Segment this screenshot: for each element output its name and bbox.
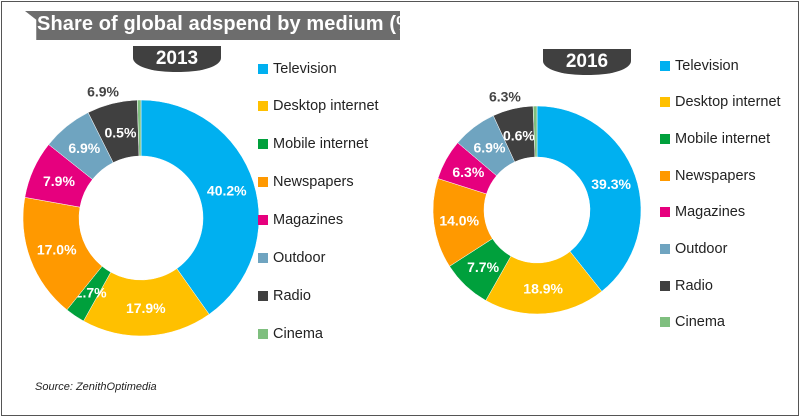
title-banner (25, 11, 400, 40)
legend-item: Outdoor (258, 250, 325, 266)
source-note: Source: ZenithOptimedia (35, 381, 157, 393)
legend-item: Magazines (660, 204, 745, 220)
legend-label: Magazines (675, 204, 746, 220)
legend-swatch (660, 97, 670, 107)
legend-item: Television (258, 61, 337, 77)
legend-label: Cinema (273, 326, 323, 342)
legend-swatch (660, 317, 670, 327)
legend-item: Television (660, 58, 739, 74)
legend-swatch (258, 215, 268, 225)
legend-item: Radio (660, 278, 713, 294)
legend-item: Desktop internet (258, 98, 379, 114)
legend-item: Cinema (660, 314, 725, 330)
legend-label: Desktop internet (675, 94, 781, 110)
legend-swatch (258, 101, 268, 111)
year-tab-2016: 2016 (543, 49, 631, 75)
legend-swatch (258, 291, 268, 301)
data-label: 0.6% (503, 128, 535, 144)
legend-label: Mobile internet (273, 136, 369, 152)
legend-label: Television (273, 61, 337, 77)
data-label: 17.9% (126, 300, 166, 316)
legend-swatch (660, 244, 670, 254)
legend-swatch (660, 171, 670, 181)
legend-item: Mobile internet (258, 136, 368, 152)
legend-label: Newspapers (273, 174, 354, 190)
data-label: 6.3% (489, 88, 521, 104)
data-label: 6.3% (452, 164, 484, 180)
data-label: 18.9% (523, 280, 563, 296)
year-tab-2013: 2013 (133, 46, 221, 72)
data-label: 17.0% (37, 242, 77, 258)
data-label: 6.9% (87, 84, 119, 100)
legend-label: Mobile internet (675, 131, 771, 147)
data-label: 7.7% (467, 259, 499, 275)
legend-label: Radio (273, 288, 311, 304)
legend-item: Radio (258, 288, 311, 304)
data-label: 6.9% (474, 140, 506, 156)
legend-label: Outdoor (273, 250, 326, 266)
data-label: 40.2% (207, 183, 247, 199)
slice-television (140, 99, 260, 315)
legend-swatch (258, 64, 268, 74)
legend-item: Mobile internet (660, 131, 770, 147)
legend-swatch (258, 253, 268, 263)
legend-swatch (660, 281, 670, 291)
slice-television (536, 105, 642, 292)
legend-swatch (660, 207, 670, 217)
legend-swatch (258, 177, 268, 187)
data-label: 6.9% (68, 140, 100, 156)
legend-label: Cinema (675, 314, 725, 330)
legend-item: Newspapers (258, 174, 354, 190)
legend-label: Outdoor (675, 241, 728, 257)
legend-swatch (258, 329, 268, 339)
legend-item: Magazines (258, 212, 343, 228)
chart-title: Share of global adspend by medium (%) (37, 13, 421, 35)
legend-swatch (660, 134, 670, 144)
legend-item: Desktop internet (660, 94, 781, 110)
data-label: 14.0% (439, 212, 479, 228)
legend-label: Television (675, 58, 739, 74)
legend-item: Newspapers (660, 168, 756, 184)
legend-label: Desktop internet (273, 98, 379, 114)
legend-swatch (660, 61, 670, 71)
data-label: 39.3% (591, 176, 631, 192)
slice-cinema (137, 99, 142, 157)
data-label: 0.5% (104, 124, 136, 140)
legend-label: Radio (675, 278, 713, 294)
legend-item: Outdoor (660, 241, 727, 257)
slice-cinema (532, 105, 538, 158)
data-label: 7.9% (43, 173, 75, 189)
legend-label: Newspapers (675, 168, 756, 184)
legend-label: Magazines (273, 212, 344, 228)
legend-swatch (258, 139, 268, 149)
legend-item: Cinema (258, 326, 323, 342)
